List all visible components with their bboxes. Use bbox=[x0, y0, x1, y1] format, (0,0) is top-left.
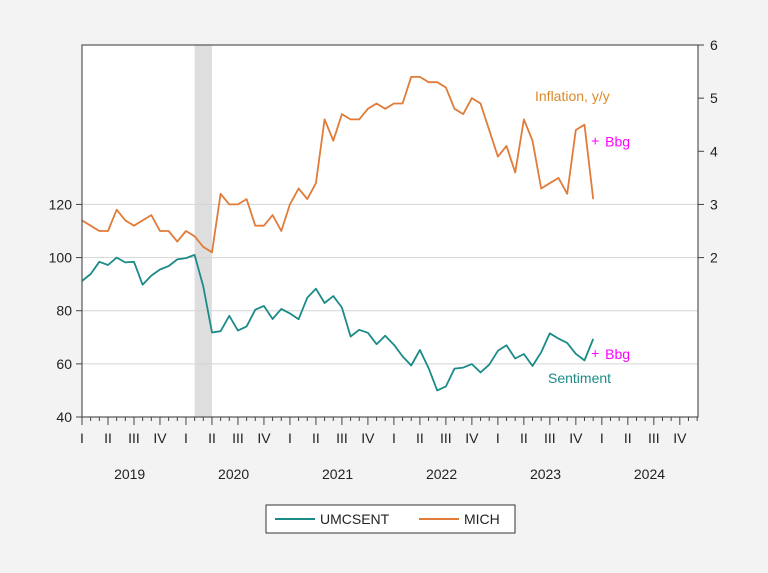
legend: UMCSENT MICH bbox=[265, 504, 516, 534]
left-axis-tick-label: 100 bbox=[49, 250, 73, 266]
x-axis-quarter-label: III bbox=[544, 430, 556, 446]
bbg-sentiment-label: Bbg bbox=[605, 346, 630, 362]
x-axis-year-label: 2024 bbox=[634, 466, 665, 482]
left-axis-tick-label: 60 bbox=[56, 356, 72, 372]
x-axis-quarter-label: I bbox=[288, 430, 292, 446]
bbg-inflation-label: Bbg bbox=[605, 134, 630, 150]
x-axis-quarter-label: I bbox=[80, 430, 84, 446]
sentiment-annotation: Sentiment bbox=[548, 370, 611, 386]
x-axis-quarter-label: IV bbox=[257, 430, 271, 446]
right-axis-tick-label: 2 bbox=[710, 250, 718, 266]
plot-area bbox=[82, 45, 698, 417]
x-axis-year-label: 2023 bbox=[530, 466, 561, 482]
x-axis-quarter-label: I bbox=[392, 430, 396, 446]
x-axis-quarter-label: IV bbox=[361, 430, 375, 446]
x-axis-quarter-label: I bbox=[600, 430, 604, 446]
x-axis-quarter-label: II bbox=[624, 430, 632, 446]
x-axis-quarter-label: III bbox=[128, 430, 140, 446]
recession-shading bbox=[194, 45, 212, 417]
x-axis-quarter-label: I bbox=[496, 430, 500, 446]
x-axis-quarter-label: II bbox=[520, 430, 528, 446]
x-axis-year-label: 2021 bbox=[322, 466, 353, 482]
left-axis-tick-label: 120 bbox=[49, 196, 73, 212]
left-axis-tick-label: 40 bbox=[56, 409, 72, 425]
inflation-annotation: Inflation, y/y bbox=[535, 88, 610, 104]
x-axis-quarter-label: II bbox=[104, 430, 112, 446]
x-axis-year-label: 2019 bbox=[114, 466, 145, 482]
x-axis-quarter-label: III bbox=[232, 430, 244, 446]
x-axis-quarter-label: IV bbox=[153, 430, 167, 446]
x-axis-quarter-label: II bbox=[208, 430, 216, 446]
x-axis-quarter-label: III bbox=[336, 430, 348, 446]
series-line-umcsent bbox=[81, 254, 595, 392]
legend-label-umcsent: UMCSENT bbox=[320, 511, 390, 527]
x-axis-year-label: 2022 bbox=[426, 466, 457, 482]
x-axis-quarter-label: IV bbox=[673, 430, 687, 446]
x-axis-quarter-label: II bbox=[312, 430, 320, 446]
bbg-sentiment-marker: + bbox=[591, 345, 599, 361]
right-axis-tick-label: 3 bbox=[710, 196, 718, 212]
x-axis-quarter-label: IV bbox=[465, 430, 479, 446]
x-axis-quarter-label: IV bbox=[569, 430, 583, 446]
right-axis-tick-label: 4 bbox=[710, 143, 718, 159]
series-line-mich bbox=[81, 76, 595, 254]
right-axis-tick-label: 5 bbox=[710, 90, 718, 106]
x-axis-year-label: 2020 bbox=[218, 466, 249, 482]
plot-border bbox=[81, 44, 699, 418]
legend-label-mich: MICH bbox=[464, 511, 500, 527]
right-axis-tick-label: 6 bbox=[710, 37, 718, 53]
x-axis-quarter-label: II bbox=[416, 430, 424, 446]
x-axis-quarter-label: III bbox=[648, 430, 660, 446]
bbg-inflation-marker: + bbox=[591, 133, 599, 149]
x-axis-quarter-label: III bbox=[440, 430, 452, 446]
left-axis-tick-label: 80 bbox=[56, 303, 72, 319]
x-axis-quarter-label: I bbox=[184, 430, 188, 446]
